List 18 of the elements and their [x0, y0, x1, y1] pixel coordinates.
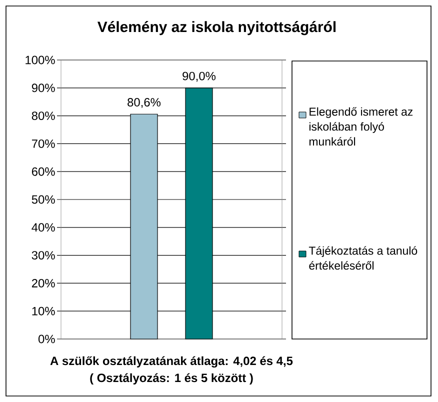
y-tick-label: 0% [38, 334, 55, 344]
y-tick-label: 80% [32, 112, 55, 120]
y-tick-label: 90% [32, 84, 55, 92]
data-label: 80,6% [128, 98, 161, 108]
text: ( Osztályozás: 1 és 5 között ) [90, 373, 253, 384]
y-tick-label: 70% [32, 139, 55, 148]
data-label: 90,0% [182, 72, 216, 82]
y-tick-label: 100% [26, 56, 55, 64]
y-tick-label: 10% [32, 306, 55, 316]
legend-label: Elegendő ismeret az iskolában folyó munkáról [309, 107, 413, 146]
legend-label: Tájékoztatás a tanuló értékeléséről [308, 246, 418, 270]
y-tick-label: 20% [32, 278, 55, 288]
chart-title: Vélemény az iskola nyitottságáról [98, 21, 336, 36]
y-tick-label: 30% [32, 251, 55, 260]
text: A szülők osztályzatának átlaga: 4,02 és 4,5 [50, 356, 293, 368]
y-tick-label: 50% [32, 195, 55, 204]
y-tick-label: 40% [32, 223, 55, 232]
y-tick-label: 60% [32, 167, 55, 176]
